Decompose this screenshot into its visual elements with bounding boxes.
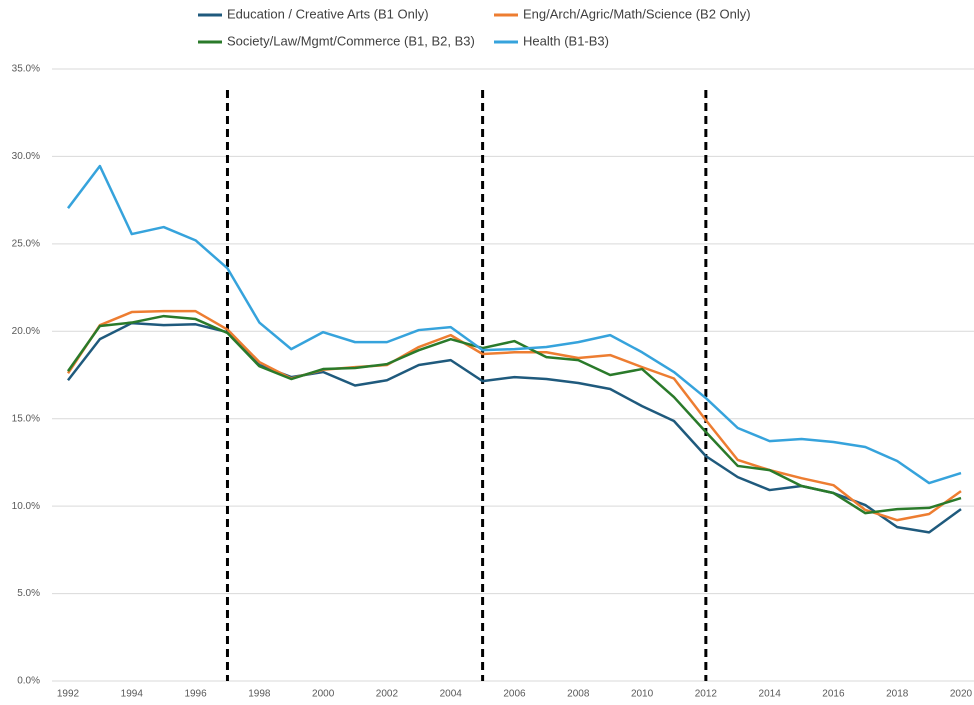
legend-label: Eng/Arch/Agric/Math/Science (B2 Only) xyxy=(523,6,751,21)
legend-label: Society/Law/Mgmt/Commerce (B1, B2, B3) xyxy=(227,33,475,48)
legend-label: Education / Creative Arts (B1 Only) xyxy=(227,6,429,21)
series-line xyxy=(66,314,962,515)
x-tick-label: 2004 xyxy=(440,689,463,700)
x-tick-label: 2016 xyxy=(822,689,845,700)
x-tick-label: 2012 xyxy=(695,689,718,700)
y-tick-label: 30.0% xyxy=(12,151,40,162)
x-tick-label: 1992 xyxy=(57,689,80,700)
x-tick-label: 2018 xyxy=(886,689,909,700)
x-tick-label: 1998 xyxy=(248,689,271,700)
x-tick-label: 2006 xyxy=(503,689,526,700)
y-tick-label: 20.0% xyxy=(12,326,40,337)
x-tick-label: 2020 xyxy=(950,689,973,700)
x-tick-label: 2008 xyxy=(567,689,590,700)
x-tick-label: 2002 xyxy=(376,689,399,700)
series-line xyxy=(67,321,962,534)
series-line xyxy=(66,309,962,522)
series-line xyxy=(67,164,962,485)
y-tick-label: 10.0% xyxy=(12,501,40,512)
y-tick-label: 25.0% xyxy=(12,238,40,249)
x-tick-label: 2014 xyxy=(759,689,782,700)
y-tick-label: 35.0% xyxy=(12,64,40,75)
x-tick-label: 1996 xyxy=(184,689,207,700)
y-tick-label: 5.0% xyxy=(17,588,40,599)
y-tick-label: 0.0% xyxy=(17,676,40,687)
legend-label: Health (B1-B3) xyxy=(523,33,609,48)
x-tick-label: 2000 xyxy=(312,689,335,700)
x-tick-label: 1994 xyxy=(121,689,144,700)
y-tick-label: 15.0% xyxy=(12,413,40,424)
x-tick-label: 2010 xyxy=(631,689,654,700)
